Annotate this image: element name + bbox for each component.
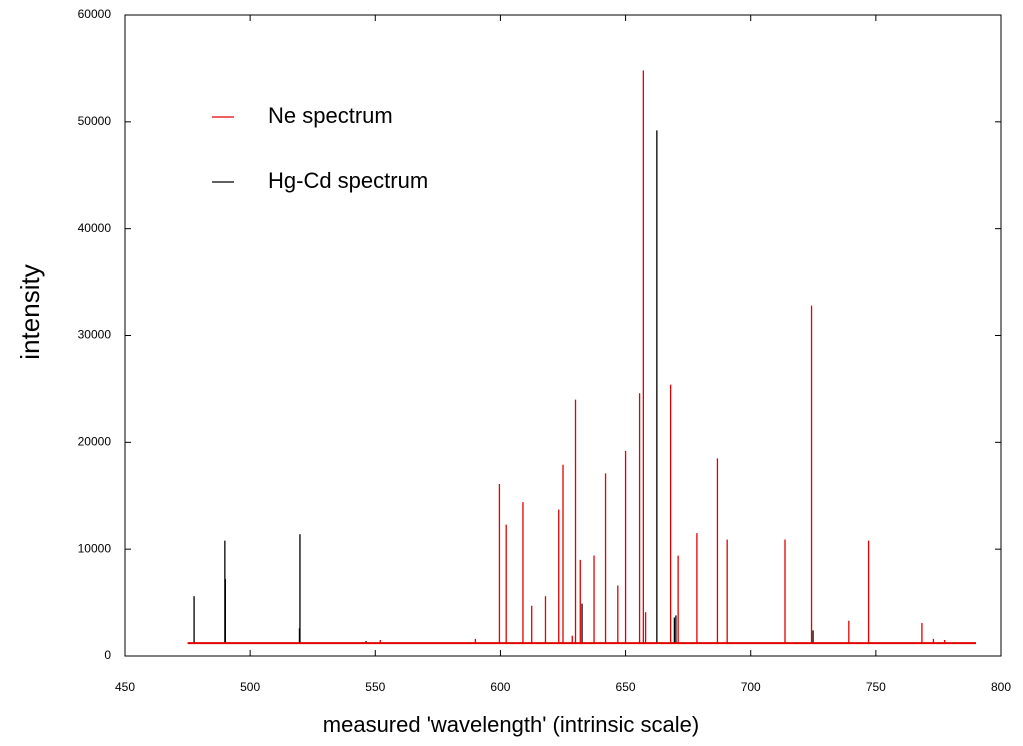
y-tick-label: 10000 — [78, 541, 112, 555]
legend-label: Ne spectrum — [268, 103, 393, 128]
y-axis-title: intensity — [15, 264, 45, 359]
x-tick-label: 550 — [365, 680, 385, 694]
x-tick-label: 800 — [991, 680, 1011, 694]
y-tick-label: 0 — [104, 648, 111, 662]
y-tick-label: 60000 — [78, 7, 112, 21]
x-tick-label: 650 — [616, 680, 636, 694]
x-tick-label: 500 — [240, 680, 260, 694]
x-tick-label: 750 — [866, 680, 886, 694]
y-tick-label: 50000 — [78, 114, 112, 128]
x-tick-label: 450 — [115, 680, 135, 694]
legend-label: Hg-Cd spectrum — [268, 168, 428, 193]
y-tick-label: 20000 — [78, 435, 112, 449]
x-axis-title: measured 'wavelength' (intrinsic scale) — [323, 712, 699, 737]
x-tick-label: 600 — [490, 680, 510, 694]
y-tick-label: 30000 — [78, 328, 112, 342]
y-tick-label: 40000 — [78, 221, 112, 235]
x-tick-label: 700 — [741, 680, 761, 694]
